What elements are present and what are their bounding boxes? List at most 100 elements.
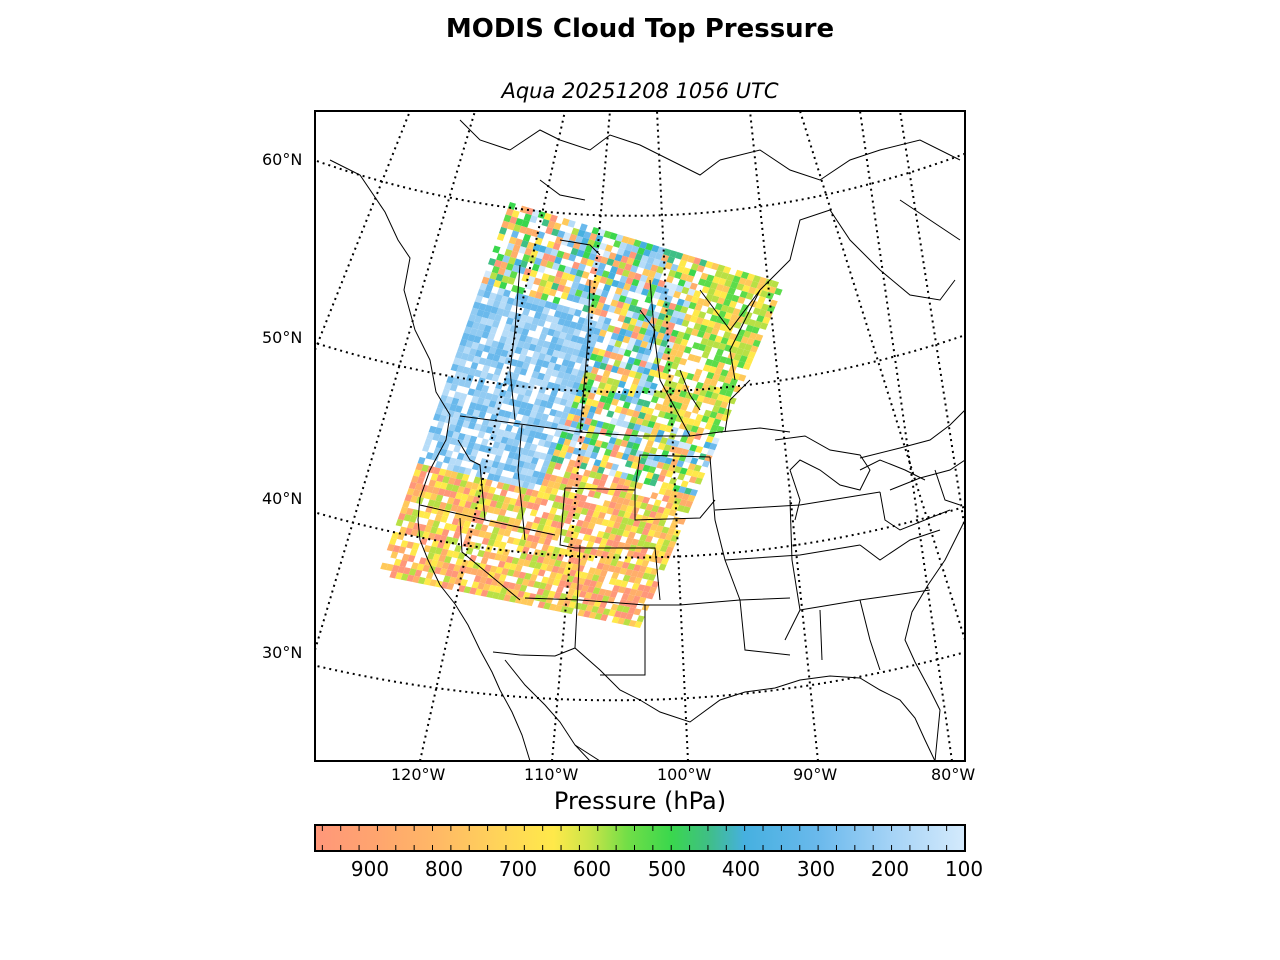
swath-cell bbox=[599, 362, 608, 371]
swath-cell bbox=[708, 366, 717, 374]
swath-cell bbox=[667, 419, 676, 427]
swath-cell bbox=[547, 220, 556, 229]
swath-cell bbox=[536, 392, 545, 400]
swath-cell bbox=[677, 344, 687, 353]
swath-cell bbox=[485, 318, 494, 327]
swath-cell bbox=[512, 570, 521, 578]
swath-cell bbox=[500, 502, 510, 511]
swath-cell bbox=[550, 302, 559, 311]
swath-cell bbox=[494, 348, 503, 356]
swath-cell bbox=[548, 558, 557, 566]
swath-cell bbox=[630, 397, 640, 405]
swath-cell bbox=[683, 313, 693, 322]
swath-cell bbox=[467, 388, 476, 396]
swath-cell bbox=[473, 423, 482, 431]
swath-cell bbox=[609, 352, 618, 360]
swath-cell bbox=[438, 414, 447, 423]
swath-cell bbox=[573, 493, 582, 501]
swath-cell bbox=[661, 494, 670, 503]
swath-cell bbox=[522, 428, 531, 437]
swath-cell bbox=[639, 274, 648, 283]
swath-cell bbox=[656, 461, 665, 469]
swath-cell bbox=[552, 242, 561, 251]
swath-cell bbox=[696, 297, 706, 306]
swath-cell bbox=[588, 372, 597, 381]
swath-cell bbox=[446, 430, 455, 438]
swath-cell bbox=[542, 525, 551, 533]
swath-cell bbox=[503, 269, 512, 278]
swath-cell bbox=[584, 298, 593, 307]
swath-cell bbox=[626, 441, 635, 449]
swath-cell bbox=[709, 379, 718, 387]
swath-cell bbox=[642, 464, 651, 472]
swath-cell bbox=[472, 301, 481, 310]
swath-cell bbox=[609, 450, 618, 458]
swath-cell bbox=[695, 413, 704, 422]
swath-cell bbox=[646, 256, 655, 265]
swath-cell bbox=[692, 342, 701, 350]
swath-cell bbox=[555, 585, 564, 594]
swath-cell bbox=[620, 580, 629, 588]
swath-cell bbox=[471, 341, 480, 350]
swath-cell bbox=[601, 519, 610, 527]
swath-cell bbox=[598, 588, 607, 596]
swath-cell bbox=[492, 474, 501, 482]
swath-cell bbox=[400, 573, 409, 581]
swath-cell bbox=[759, 322, 769, 330]
swath-cell bbox=[627, 563, 636, 571]
swath-cell bbox=[739, 290, 748, 299]
swath-cell bbox=[690, 328, 700, 337]
swath-cell bbox=[569, 267, 578, 276]
swath-cell bbox=[608, 436, 617, 445]
swath-cell bbox=[444, 503, 453, 511]
swath-cell bbox=[701, 415, 710, 423]
swath-cell bbox=[566, 413, 575, 421]
swath-cell bbox=[581, 324, 590, 333]
swath-cell bbox=[711, 295, 720, 303]
swath-cell bbox=[609, 265, 619, 274]
swath-cell bbox=[563, 471, 572, 479]
swath-cell bbox=[530, 554, 539, 563]
swath-cell bbox=[701, 286, 710, 294]
swath-cell bbox=[453, 564, 462, 572]
swath-cell bbox=[656, 266, 665, 274]
swath-cell bbox=[624, 428, 634, 436]
swath-cell bbox=[553, 222, 562, 231]
swath-cell bbox=[518, 473, 527, 482]
swath-cell bbox=[613, 359, 622, 368]
swath-cell bbox=[640, 406, 649, 414]
swath-cell bbox=[674, 304, 683, 312]
swath-cell bbox=[723, 376, 733, 385]
swath-cell bbox=[653, 422, 662, 430]
swath-cell bbox=[588, 252, 597, 261]
swath-cell bbox=[457, 344, 466, 353]
swath-cell bbox=[754, 333, 764, 342]
swath-cell bbox=[700, 272, 709, 281]
swath-cell bbox=[539, 432, 549, 441]
swath-cell bbox=[643, 445, 652, 454]
swath-cell bbox=[521, 448, 530, 456]
swath-cell bbox=[400, 506, 408, 515]
swath-cell bbox=[627, 271, 636, 279]
swath-cell bbox=[511, 372, 520, 381]
swath-cell bbox=[664, 425, 673, 433]
swath-cell bbox=[518, 387, 527, 396]
swath-cell bbox=[594, 254, 603, 263]
swath-cell bbox=[475, 569, 484, 577]
swath-cell bbox=[713, 354, 722, 362]
swath-cell bbox=[484, 445, 493, 454]
swath-cell bbox=[673, 466, 682, 474]
swath-cell bbox=[530, 489, 539, 498]
swath-cell bbox=[641, 354, 650, 362]
swath-cell bbox=[409, 515, 418, 523]
swath-cell bbox=[518, 539, 527, 547]
swath-cell bbox=[566, 327, 576, 335]
swath-cell bbox=[663, 552, 672, 560]
swath-cell bbox=[641, 528, 650, 536]
swath-cell bbox=[473, 575, 482, 583]
swath-cell bbox=[585, 398, 594, 406]
swath-cell bbox=[538, 485, 548, 493]
colorbar-tick-label: 800 bbox=[424, 857, 464, 881]
swath-cell bbox=[446, 463, 455, 472]
swath-cell bbox=[609, 232, 618, 241]
